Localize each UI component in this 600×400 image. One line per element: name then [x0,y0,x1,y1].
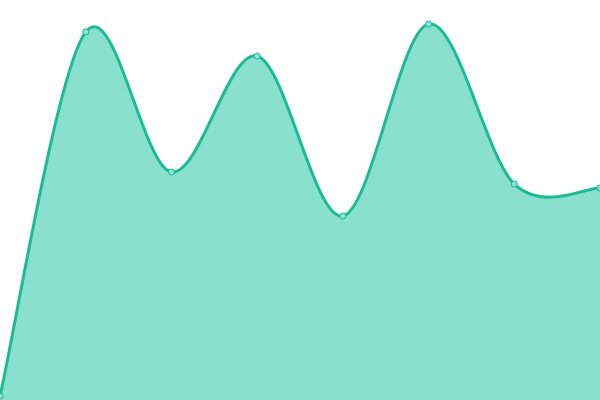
data-point-1 [82,28,90,36]
data-point-7 [596,184,600,192]
data-point-3 [253,52,261,60]
data-point-4 [339,212,347,220]
data-point-6 [510,180,518,188]
data-points [0,20,600,400]
data-point-2 [167,168,175,176]
data-point-0 [0,392,4,400]
data-point-5 [425,20,433,28]
series-line [0,22,600,397]
area-fill [0,23,600,400]
